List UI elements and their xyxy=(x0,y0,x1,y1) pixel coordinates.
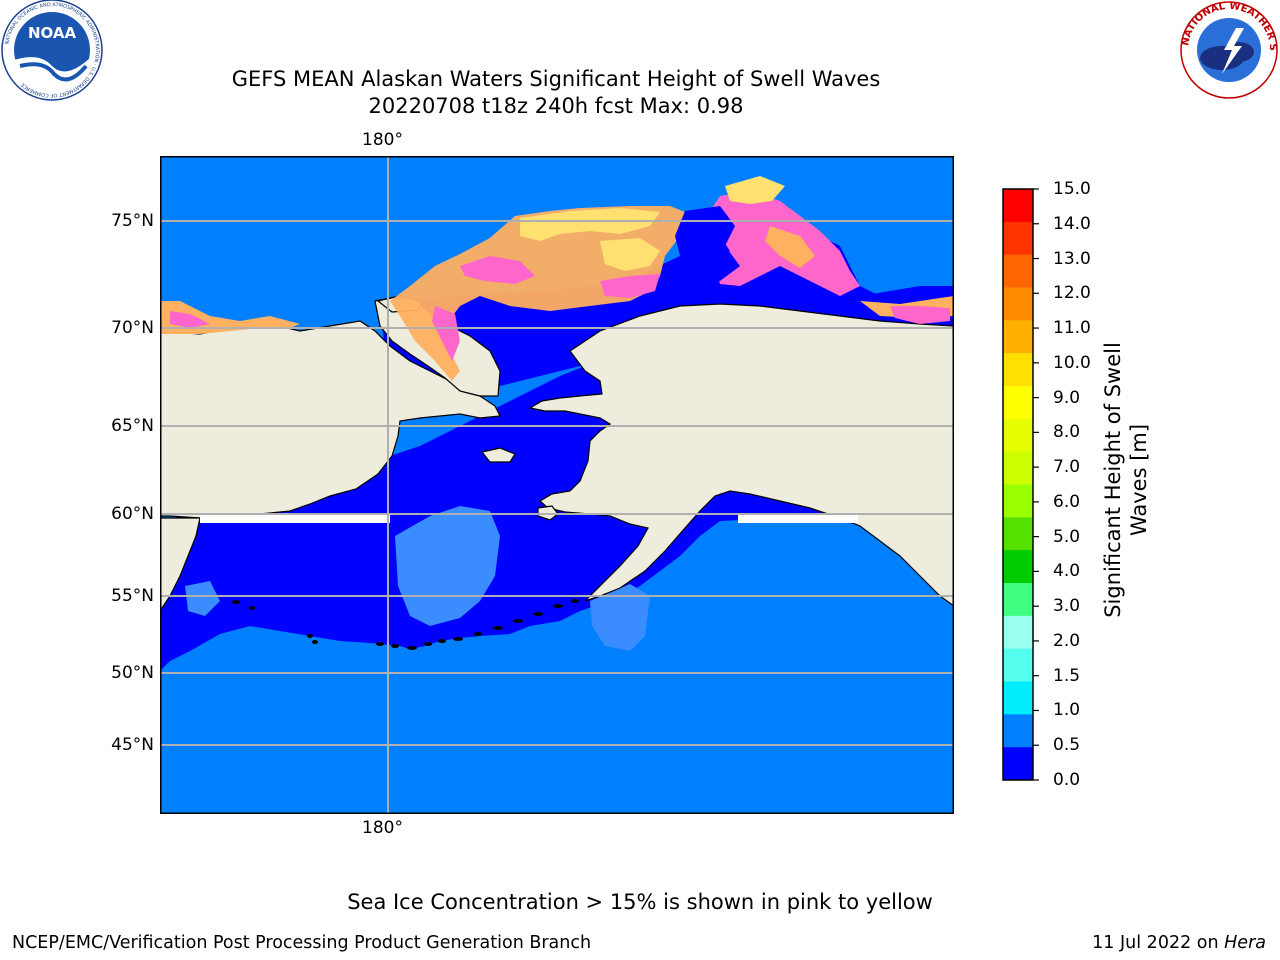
colorbar-segment xyxy=(1003,517,1033,551)
footer-credit: NCEP/EMC/Verification Post Processing Pr… xyxy=(12,933,592,953)
colorbar-tick-label: 3.0 xyxy=(1053,596,1081,617)
colorbar-tick-label: 11.0 xyxy=(1053,318,1091,339)
colorbar-tick-label: 4.0 xyxy=(1053,561,1081,582)
land-siberia xyxy=(160,320,501,519)
land-kamchatka xyxy=(160,517,201,613)
footer-date-text: 11 Jul 2022 on xyxy=(1092,933,1225,953)
colorbar-tick-label: 6.0 xyxy=(1053,491,1081,512)
colorbar-segment xyxy=(1003,484,1033,518)
nws-logo: NATIONAL WEATHER SERVICE xyxy=(1178,0,1278,99)
ocean-patch-west xyxy=(185,581,220,616)
colorbar-label-line1: Significant Height of Swell xyxy=(1101,342,1125,618)
map-gridlines xyxy=(160,156,954,814)
colorbar-tick-label: 0.5 xyxy=(1053,735,1081,756)
colorbar-segments xyxy=(1003,189,1033,781)
sea-ice-yellow xyxy=(520,208,660,241)
colorbar-segment xyxy=(1003,615,1033,650)
colorbar-segment xyxy=(1003,386,1033,420)
land-st-lawrence xyxy=(480,447,516,463)
colorbar-tick-label: 10.0 xyxy=(1053,352,1091,373)
colorbar-tick-label: 8.0 xyxy=(1053,422,1081,443)
sea-ice-note: Sea Ice Concentration > 15% is shown in … xyxy=(347,890,933,914)
colorbar-segment xyxy=(1003,648,1033,682)
colorbar-segment xyxy=(1003,320,1033,354)
colorbar-segment xyxy=(1003,451,1033,485)
sea-ice-pink-2 xyxy=(432,306,460,361)
noaa-logo-text: NOAA xyxy=(28,24,77,42)
lon-label-bottom: 180° xyxy=(362,818,403,838)
chart-title: GEFS MEAN Alaskan Waters Significant Hei… xyxy=(231,67,881,91)
sea-ice-east-orange xyxy=(765,226,815,268)
sea-ice-pink-3 xyxy=(600,274,660,298)
colorbar-tick-label: 1.5 xyxy=(1053,665,1081,686)
ocean-shallow-inner xyxy=(675,206,740,281)
lat-label-60: 60°N xyxy=(111,504,154,524)
colorbar-segment xyxy=(1003,550,1033,584)
colorbar-segment xyxy=(1003,287,1033,321)
sea-ice-pink-1 xyxy=(460,256,535,284)
colorbar-tick-label: 7.0 xyxy=(1053,457,1081,478)
colorbar-segment xyxy=(1003,221,1033,256)
colorbar-segment xyxy=(1003,747,1033,781)
lat-label-70: 70°N xyxy=(111,318,154,338)
colorbar-tick-label: 14.0 xyxy=(1053,213,1091,234)
colorbar-tick-label: 13.0 xyxy=(1053,248,1091,269)
lat-label-65: 65°N xyxy=(111,416,154,436)
colorbar xyxy=(1002,188,1039,781)
colorbar-tick-label: 1.0 xyxy=(1053,700,1081,721)
noaa-logo: NOAA NATIONAL OCEANIC AND ATMOSPHERIC AD… xyxy=(1,0,103,101)
land-alaska xyxy=(528,303,954,607)
colorbar-label-line2: Waves [m] xyxy=(1127,424,1151,536)
chart-subtitle: 20220708 t18z 240h fcst Max: 0.98 xyxy=(368,94,744,118)
colorbar-tick-label: 15.0 xyxy=(1053,179,1091,199)
lat-label-55: 55°N xyxy=(111,586,154,606)
sea-ice-east-yellow xyxy=(725,176,785,204)
colorbar-segment xyxy=(1003,714,1033,748)
colorbar-tick-label: 0.0 xyxy=(1053,770,1081,790)
sea-ice-far-east-pink xyxy=(890,306,950,324)
lat-label-50: 50°N xyxy=(111,663,154,683)
colorbar-tick-label: 2.0 xyxy=(1053,630,1081,651)
sea-ice-yellow-2 xyxy=(600,238,660,271)
colorbar-tick-label: 9.0 xyxy=(1053,387,1081,408)
sea-ice-west-pink xyxy=(170,311,210,328)
footer-host: Hera xyxy=(1224,933,1266,953)
lat-label-45: 45°N xyxy=(111,735,154,755)
colorbar-label: Significant Height of Swell Waves [m] xyxy=(1101,342,1151,618)
lat-label-75: 75°N xyxy=(111,211,154,231)
ocean-patch-aleutian xyxy=(590,584,650,651)
colorbar-segment xyxy=(1003,353,1033,387)
map-frame xyxy=(160,156,954,814)
no-data-strip-east xyxy=(738,515,858,523)
colorbar-segment xyxy=(1003,418,1033,453)
colorbar-segment xyxy=(1003,681,1033,715)
lon-label-top: 180° xyxy=(362,130,403,150)
aleutian-islands xyxy=(232,599,579,650)
footer-date: 11 Jul 2022 on Hera xyxy=(1092,933,1266,953)
colorbar-segment xyxy=(1003,254,1033,288)
map-plot xyxy=(160,156,954,814)
colorbar-tick-label: 12.0 xyxy=(1053,283,1091,304)
colorbar-tick-label: 5.0 xyxy=(1053,526,1081,547)
colorbar-segment xyxy=(1003,583,1033,617)
colorbar-segment xyxy=(1003,189,1033,223)
no-data-strip xyxy=(200,515,390,523)
